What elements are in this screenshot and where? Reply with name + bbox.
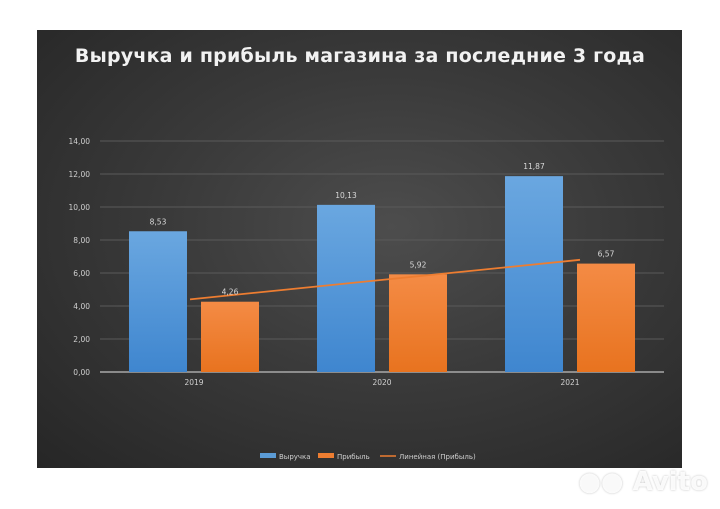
- trendline-profit: [189, 258, 581, 301]
- legend-label: Прибыль: [337, 453, 370, 461]
- avito-logo-icon: ●●: [578, 467, 624, 497]
- bar-profit-2019: [201, 301, 259, 372]
- avito-watermark: ●● Avito: [578, 467, 708, 497]
- legend-label: Линейная (Прибыль): [399, 453, 476, 461]
- data-labels: 8,53 4,26 10,13 5,92 11,87 6,57: [150, 162, 615, 297]
- legend-label: Выручка: [279, 453, 311, 461]
- x-tick-label: 2021: [560, 378, 579, 387]
- y-tick-label: 6,00: [73, 269, 90, 278]
- y-tick-label: 14,00: [69, 137, 91, 146]
- data-label: 10,13: [335, 191, 357, 200]
- x-axis-labels: 2019 2020 2021: [184, 378, 579, 387]
- x-tick-label: 2019: [184, 378, 203, 387]
- legend: Выручка Прибыль Линейная (Прибыль): [260, 453, 476, 461]
- y-tick-label: 4,00: [73, 302, 90, 311]
- y-tick-label: 12,00: [69, 170, 91, 179]
- data-label: 8,53: [150, 217, 167, 226]
- x-tick-label: 2020: [372, 378, 391, 387]
- chart-title: Выручка и прибыль магазина за последние …: [74, 45, 646, 67]
- legend-swatch: [318, 453, 334, 458]
- bar-revenue-2020: [317, 204, 375, 372]
- y-tick-label: 10,00: [69, 203, 91, 212]
- bars: [129, 176, 635, 372]
- bar-profit-2021: [577, 263, 635, 372]
- data-label: 5,92: [410, 260, 427, 269]
- bar-revenue-2021: [505, 176, 563, 372]
- y-tick-label: 8,00: [73, 236, 90, 245]
- legend-swatch: [260, 453, 276, 458]
- data-label: 11,87: [523, 162, 545, 171]
- data-label: 4,26: [222, 288, 239, 297]
- y-axis-labels: 0,00 2,00 4,00 6,00 8,00 10,00 12,00 14,00: [69, 137, 91, 377]
- y-tick-label: 2,00: [73, 335, 90, 344]
- bar-profit-2020: [389, 274, 447, 372]
- y-tick-label: 0,00: [73, 368, 90, 377]
- bar-revenue-2019: [129, 231, 187, 372]
- trendline: [189, 258, 581, 301]
- gridlines: [100, 140, 664, 373]
- data-label: 6,57: [598, 250, 615, 259]
